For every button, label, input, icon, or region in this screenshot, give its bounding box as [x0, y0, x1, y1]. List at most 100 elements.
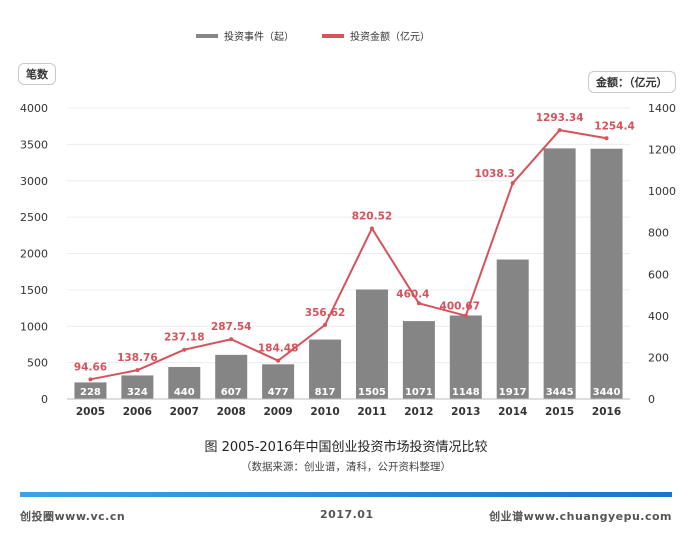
x-tick-label: 2007 [170, 406, 199, 418]
bar [402, 321, 435, 399]
right-axis-unit: 金额：（亿元） [588, 71, 676, 93]
bar [590, 148, 623, 399]
line-point [463, 313, 468, 318]
left-tick-label: 3000 [20, 175, 48, 188]
bar [168, 366, 201, 399]
chart-legend: 投资事件（起） 投资金额（亿元） [0, 31, 692, 47]
x-tick-label: 2013 [451, 406, 480, 418]
x-tick-label: 2011 [357, 406, 386, 418]
left-axis-unit: 笔数 [18, 63, 56, 85]
right-tick-label: 400 [648, 310, 669, 323]
line-value-label: 1293.34 [536, 112, 584, 124]
line-series [88, 128, 609, 382]
amount-line [90, 129, 607, 381]
bar [355, 289, 388, 399]
line-point [604, 136, 609, 141]
axes: 0 500 1000 1500 2000 2500 3000 3500 4000 0 200 400 6… [20, 102, 676, 418]
bar-series [74, 148, 623, 399]
line-value-label: 287.54 [211, 321, 252, 333]
bar [262, 364, 295, 399]
left-tick-label: 4000 [20, 102, 48, 115]
bar-value-label: 228 [80, 387, 101, 398]
right-tick-label: 1200 [648, 144, 676, 157]
line-value-label: 237.18 [164, 332, 205, 344]
bar-value-label: 440 [174, 387, 195, 398]
left-tick-label: 2500 [20, 211, 48, 224]
right-tick-label: 200 [648, 351, 669, 364]
legend-item-amount: 投资金额（亿元） [322, 31, 430, 45]
bar [496, 259, 529, 399]
x-tick-label: 2016 [592, 406, 621, 418]
bar-value-label: 1917 [499, 387, 527, 398]
line-point [276, 358, 281, 363]
footer-bar [20, 492, 672, 497]
bar-value-label: 324 [127, 387, 148, 398]
left-tick-label: 1000 [20, 320, 48, 333]
right-tick-label: 600 [648, 268, 669, 281]
bar-value-label: 1071 [405, 387, 433, 398]
line-value-label: 1038.3 [474, 168, 515, 180]
bar [309, 339, 342, 399]
chart-canvas: 228 324 440 607 477 817 1505 1071 1148 1917 3445 34… [20, 102, 676, 418]
bar-value-label: 3445 [546, 387, 574, 398]
line-point [88, 377, 93, 382]
right-tick-label: 1000 [648, 185, 676, 198]
line-point [369, 226, 374, 231]
line-point [416, 301, 421, 306]
line-value-label: 94.66 [74, 361, 107, 373]
left-tick-label: 2000 [20, 248, 48, 261]
x-tick-label: 2015 [545, 406, 574, 418]
left-tick-label: 0 [41, 393, 48, 406]
bar-value-label: 607 [221, 387, 242, 398]
legend-swatch-amount [322, 34, 344, 38]
line-point [323, 322, 328, 327]
line-value-label: 400.67 [440, 301, 481, 313]
line-value-label: 820.52 [352, 210, 393, 222]
right-tick-label: 800 [648, 227, 669, 240]
line-value-label: 460.4 [396, 288, 429, 300]
legend-item-count: 投资事件（起） [196, 31, 294, 45]
x-tick-label: 2008 [217, 406, 246, 418]
left-tick-label: 3500 [20, 138, 48, 151]
right-tick-label: 1400 [648, 102, 676, 115]
right-tick-label: 0 [648, 393, 655, 406]
line-data-labels: 94.66 138.76 237.18 287.54 184.48 356.62 820.5… [74, 112, 635, 373]
bar [215, 354, 248, 399]
line-point [135, 368, 140, 373]
x-tick-label: 2014 [498, 406, 527, 418]
x-tick-label: 2010 [310, 406, 339, 418]
bar-value-label: 1148 [452, 387, 480, 398]
legend-label-amount: 投资金额（亿元） [350, 32, 430, 43]
legend-label-count: 投资事件（起） [224, 32, 294, 43]
bar-value-label: 817 [315, 387, 336, 398]
footer-left-text: 创投圈www.vc.cn [20, 510, 126, 523]
left-tick-label: 500 [27, 357, 48, 370]
line-value-label: 1254.4 [594, 120, 635, 132]
bar-value-label: 3440 [593, 387, 621, 398]
bar [449, 315, 482, 399]
left-tick-label: 1500 [20, 284, 48, 297]
footer-right-text: 创业谱www.chuangyepu.com [489, 510, 672, 523]
bar [121, 375, 154, 399]
bar-value-label: 1505 [358, 387, 386, 398]
line-point [229, 337, 234, 342]
x-tick-label: 2005 [76, 406, 105, 418]
line-value-label: 138.76 [117, 352, 158, 364]
footer-date: 2017.01 [320, 508, 374, 521]
legend-swatch-count [196, 34, 218, 38]
x-tick-label: 2009 [264, 406, 293, 418]
x-tick-label: 2006 [123, 406, 152, 418]
x-tick-label: 2012 [404, 406, 433, 418]
line-value-label: 184.48 [258, 343, 299, 355]
chart-source: （数据来源：创业谱，清科，公开资料整理） [241, 461, 451, 473]
bar [543, 148, 576, 399]
line-point [557, 128, 562, 133]
bar [74, 382, 107, 399]
line-value-label: 356.62 [305, 307, 346, 319]
line-point [510, 181, 515, 186]
line-point [182, 347, 187, 352]
bar-value-label: 477 [268, 387, 289, 398]
gridlines [67, 107, 630, 364]
bar-data-labels: 228 324 440 607 477 817 1505 1071 1148 1917 3445 34… [80, 387, 620, 398]
chart-title: 图 2005-2016年中国创业投资市场投资情况比较 [204, 440, 488, 455]
